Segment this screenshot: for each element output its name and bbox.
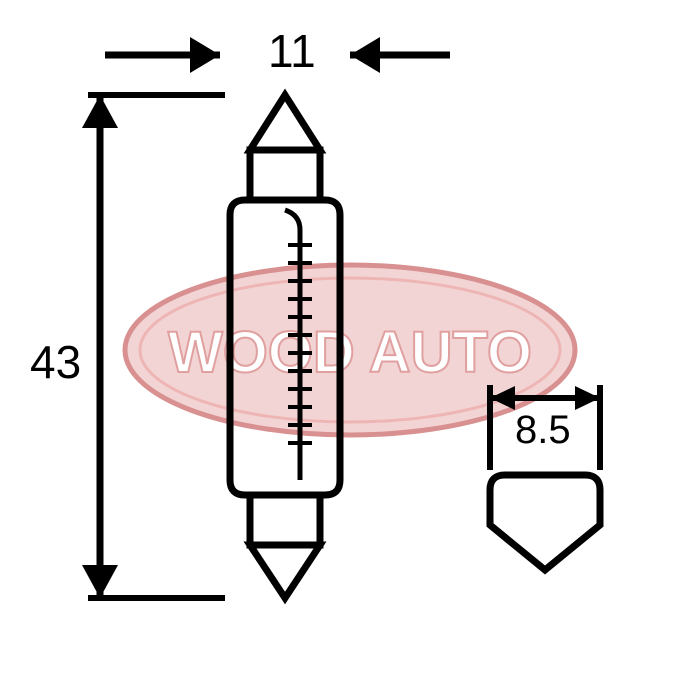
diagram-canvas: WOOD AUTO	[0, 0, 700, 700]
festoon-bulb	[230, 95, 340, 598]
top-width-dimension	[105, 37, 450, 73]
left-height-dimension	[82, 95, 225, 598]
cap-cross-section	[490, 475, 600, 570]
technical-drawing	[0, 0, 700, 700]
cap-width-dimension	[490, 385, 600, 470]
